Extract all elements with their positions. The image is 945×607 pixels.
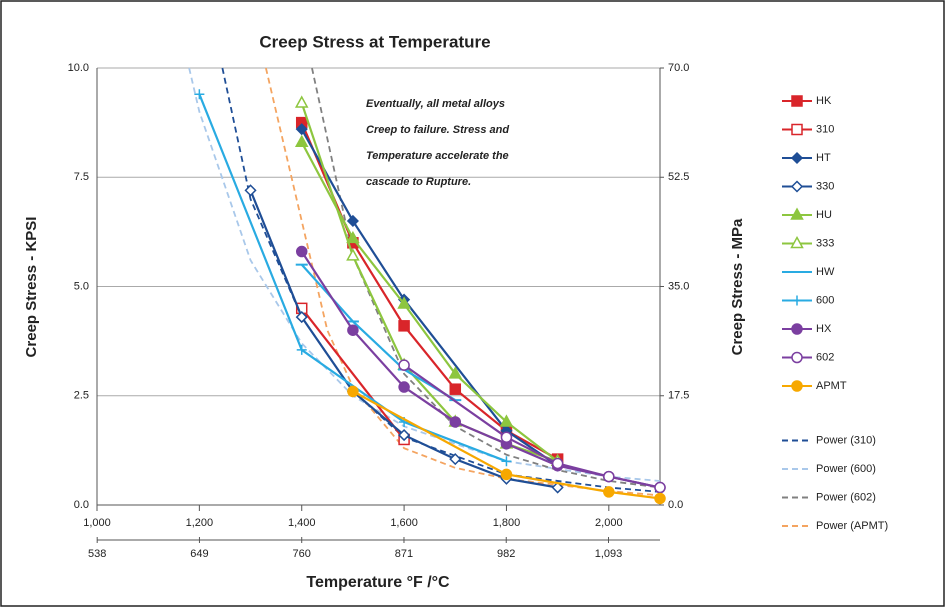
legend-label: APMT [816, 380, 847, 392]
marker [295, 311, 308, 324]
legend-label: HU [816, 209, 832, 221]
marker [449, 453, 462, 466]
chart-title: Creep Stress at Temperature [259, 32, 490, 51]
series-line [300, 263, 456, 402]
marker [295, 123, 308, 136]
marker [244, 184, 257, 197]
trendline [265, 67, 661, 497]
marker [791, 351, 803, 364]
x-tick-label: 2,000 [595, 517, 623, 529]
marker [346, 230, 360, 244]
annotation: Temperature accelerate the [366, 150, 509, 162]
legend-label: Power (APMT) [816, 520, 888, 532]
legend-label: 310 [816, 123, 834, 135]
y2-tick-label: 70.0 [668, 62, 689, 74]
legend-label: HX [816, 323, 832, 335]
marker [791, 95, 803, 107]
marker [603, 470, 615, 483]
legend-label: Power (602) [816, 491, 876, 503]
marker [790, 235, 804, 249]
y2-tick-label: 35.0 [668, 280, 689, 292]
marker [347, 324, 359, 336]
marker [499, 414, 514, 427]
series-line [300, 141, 559, 463]
y2-tick-label: 52.5 [668, 171, 689, 183]
marker [792, 295, 802, 306]
marker [501, 456, 512, 467]
marker [500, 468, 513, 481]
y-tick-label: 7.5 [74, 171, 89, 183]
legend-label: Power (600) [816, 463, 876, 475]
marker [551, 457, 564, 470]
marker [790, 207, 804, 220]
x2-tick-label: 982 [497, 548, 515, 560]
series-line [352, 390, 661, 500]
x-tick-label: 1,400 [288, 517, 316, 529]
x-tick-label: 1,000 [83, 517, 111, 529]
marker [791, 380, 803, 392]
marker [790, 151, 804, 165]
y-tick-label: 10.0 [68, 62, 89, 74]
marker [500, 431, 513, 444]
y-axis-label: Creep Stress - KPSI [23, 217, 40, 358]
marker [294, 95, 309, 108]
marker [397, 296, 411, 309]
x2-tick-label: 1,093 [595, 548, 623, 560]
marker [346, 214, 359, 228]
trendline [221, 67, 661, 493]
x2-tick-label: 871 [395, 548, 413, 560]
marker [448, 366, 463, 379]
legend-label: HK [816, 95, 832, 107]
marker [654, 492, 666, 505]
y-tick-label: 5.0 [74, 280, 89, 292]
marker [791, 123, 803, 136]
legend-label: Power (310) [816, 434, 876, 446]
marker [194, 89, 205, 100]
annotation: Creep to failure. Stress and [366, 124, 509, 136]
marker [296, 344, 307, 355]
y2-axis-label: Creep Stress - MPa [729, 218, 746, 355]
marker [295, 245, 308, 258]
x2-tick-label: 760 [293, 548, 311, 560]
x-tick-label: 1,200 [186, 517, 214, 529]
marker [346, 248, 360, 261]
marker [603, 486, 615, 498]
y-tick-label: 0.0 [74, 499, 89, 511]
marker [398, 320, 410, 332]
x2-tick-label: 649 [190, 548, 208, 560]
marker [347, 385, 359, 398]
x-tick-label: 1,600 [390, 517, 418, 529]
x-axis-label: Temperature °F /°C [306, 574, 450, 591]
y2-tick-label: 17.5 [668, 390, 689, 402]
marker [791, 323, 803, 335]
marker [449, 383, 462, 395]
marker [398, 429, 411, 442]
marker [398, 359, 410, 371]
series-line [300, 307, 405, 441]
x-tick-label: 1,800 [493, 517, 521, 529]
legend-label: 600 [816, 294, 834, 306]
legend-label: HW [816, 266, 835, 278]
marker [294, 134, 309, 148]
marker [551, 481, 564, 494]
x2-tick-label: 538 [88, 548, 106, 560]
legend-label: 333 [816, 237, 834, 249]
y-tick-label: 2.5 [74, 390, 89, 402]
marker [654, 481, 666, 494]
legend-label: 330 [816, 180, 834, 192]
legend-label: 602 [816, 351, 834, 363]
marker [398, 381, 410, 393]
marker [449, 416, 462, 428]
marker [790, 180, 804, 193]
annotation: cascade to Rupture. [366, 176, 471, 188]
annotation: Eventually, all metal alloys [366, 98, 505, 110]
legend-label: HT [816, 152, 831, 164]
y2-tick-label: 0.0 [668, 499, 683, 511]
